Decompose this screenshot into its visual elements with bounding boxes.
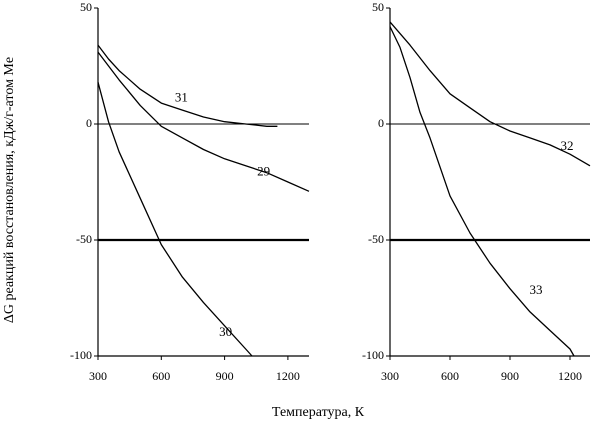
x-tick-label: 300 bbox=[89, 369, 107, 383]
curve-label-33: 33 bbox=[530, 282, 543, 297]
right-panel: 50 0 -50 -100 300 600 900 1200 32 33 bbox=[362, 0, 591, 383]
x-tick-label: 1200 bbox=[558, 369, 582, 383]
curve-29 bbox=[97, 51, 310, 192]
y-tick-label: 50 bbox=[80, 0, 92, 14]
y-tick-label: -100 bbox=[362, 348, 384, 362]
curve-30 bbox=[97, 82, 253, 357]
x-tick-label: 600 bbox=[152, 369, 170, 383]
y-tick-label: 50 bbox=[372, 0, 384, 14]
x-axis-label: Температура, К bbox=[272, 405, 365, 420]
y-tick-label: 0 bbox=[378, 116, 384, 130]
curve-label-29: 29 bbox=[257, 164, 270, 179]
curve-label-30: 30 bbox=[219, 324, 232, 339]
curve-label-31: 31 bbox=[175, 89, 188, 104]
x-tick-label: 900 bbox=[501, 369, 519, 383]
curve-32 bbox=[389, 21, 591, 167]
curve-label-32: 32 bbox=[561, 138, 574, 153]
curve-31 bbox=[97, 44, 278, 127]
x-tick-label: 600 bbox=[441, 369, 459, 383]
y-axis-label: ΔG реакций восстановления, кДж/г-атом Me bbox=[2, 57, 17, 323]
x-tick-label: 300 bbox=[381, 369, 399, 383]
y-tick-label: -50 bbox=[368, 232, 384, 246]
left-panel: 50 0 -50 -100 300 600 900 1200 31 29 30 bbox=[70, 0, 310, 383]
x-tick-label: 1200 bbox=[276, 369, 300, 383]
x-tick-label: 900 bbox=[216, 369, 234, 383]
y-tick-label: 0 bbox=[86, 116, 92, 130]
y-tick-label: -50 bbox=[76, 232, 92, 246]
y-tick-label: -100 bbox=[70, 348, 92, 362]
curve-33 bbox=[389, 26, 575, 357]
